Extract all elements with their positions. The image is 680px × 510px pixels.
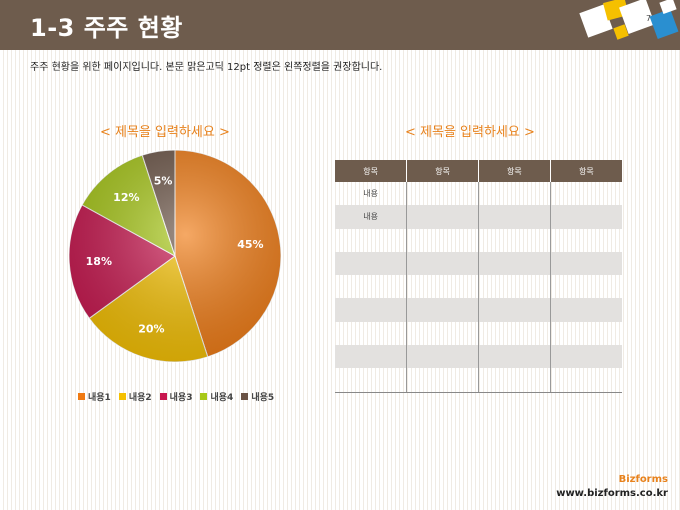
page-number: 7 <box>646 14 652 23</box>
page-description: 주주 현황을 위한 페이지입니다. 본문 맑은고딕 12pt 정렬은 왼쪽정렬을… <box>30 62 383 73</box>
legend-swatch <box>241 393 249 400</box>
chart-legend: 내용1 내용2 내용3 내용4 내용5 <box>78 390 274 403</box>
table-cell <box>550 275 622 298</box>
table-cell <box>478 321 551 346</box>
table-cell <box>335 275 408 299</box>
table-cell <box>406 368 479 393</box>
footer-brand: Bizforms <box>618 474 668 485</box>
legend-label: 내용1 <box>88 393 111 403</box>
table-cell <box>406 298 479 322</box>
table-cell <box>335 345 408 369</box>
table-cell <box>550 322 622 345</box>
pie-label-1: 45% <box>237 238 263 251</box>
legend-swatch <box>118 393 126 400</box>
table-cell <box>478 298 551 322</box>
legend-item-2: 내용2 <box>118 390 152 403</box>
table-cell <box>550 182 622 205</box>
table-cell <box>406 251 479 276</box>
legend-label: 내용3 <box>169 393 193 403</box>
table-row <box>335 228 622 252</box>
legend-item-3: 내용3 <box>159 390 193 403</box>
table-cell <box>550 368 622 393</box>
legend-item-4: 내용4 <box>200 390 233 403</box>
table-row <box>335 251 622 276</box>
pie-label-3: 18% <box>86 255 112 268</box>
table-header-cell: 항목 <box>335 160 408 182</box>
table-cell <box>550 229 622 252</box>
legend-label: 내용5 <box>251 393 275 403</box>
footer-url: www.bizforms.co.kr <box>556 488 668 499</box>
legend-swatch <box>78 393 85 400</box>
table-header-cell: 항목 <box>550 160 622 182</box>
table-row: 내용 <box>335 205 622 229</box>
pie-label-4: 12% <box>113 191 139 204</box>
table-cell <box>478 275 551 299</box>
table-row <box>335 275 622 299</box>
table-cell <box>335 251 408 276</box>
legend-label: 내용4 <box>210 393 234 403</box>
table-cell <box>478 345 551 369</box>
table-row <box>335 298 622 322</box>
table-cell <box>550 345 622 369</box>
decorative-squares <box>575 0 680 50</box>
table-header-cell: 항목 <box>478 160 551 182</box>
table-cell <box>478 368 551 393</box>
table-cell: 내용 <box>335 205 408 229</box>
table-cell <box>406 182 479 206</box>
table-cell <box>406 345 479 369</box>
table-header-row: 항목 항목 항목 항목 <box>335 160 622 182</box>
header-bar: 1-3 주주 현황 7 <box>0 0 680 50</box>
pie-label-5: 5% <box>154 175 173 188</box>
pie-chart: 45% 20% 18% 12% 5% <box>68 149 282 363</box>
table-header-cell: 항목 <box>406 160 479 182</box>
table-cell <box>335 298 408 322</box>
page-title: 1-3 주주 현황 <box>30 14 183 42</box>
table-cell <box>406 321 479 346</box>
table-cell <box>478 205 551 229</box>
table-cell: 내용 <box>335 182 408 206</box>
table-cell <box>478 251 551 276</box>
table-cell <box>406 275 479 299</box>
table-row <box>335 345 622 369</box>
chart-title: < 제목을 입력하세요 > <box>100 125 230 140</box>
legend-swatch <box>200 393 208 400</box>
table-row <box>335 321 622 346</box>
table-cell <box>335 368 408 393</box>
pie-label-2: 20% <box>138 323 164 336</box>
legend-item-5: 내용5 <box>241 390 274 403</box>
table-cell <box>478 228 551 252</box>
legend-swatch <box>159 393 167 400</box>
table-cell <box>335 321 408 346</box>
table-cell <box>550 298 622 322</box>
data-table: 항목 항목 항목 항목 내용 내용 <box>335 160 622 393</box>
legend-item-1: 내용1 <box>78 390 111 403</box>
table-title: < 제목을 입력하세요 > <box>405 125 535 140</box>
table-cell <box>335 228 408 252</box>
table-cell <box>406 228 479 252</box>
table-row: 내용 <box>335 182 622 206</box>
table-cell <box>550 251 622 276</box>
table-cell <box>478 182 551 206</box>
table-row <box>335 368 622 393</box>
legend-label: 내용2 <box>128 393 152 403</box>
table-cell <box>406 205 479 229</box>
table-cell <box>550 205 622 229</box>
